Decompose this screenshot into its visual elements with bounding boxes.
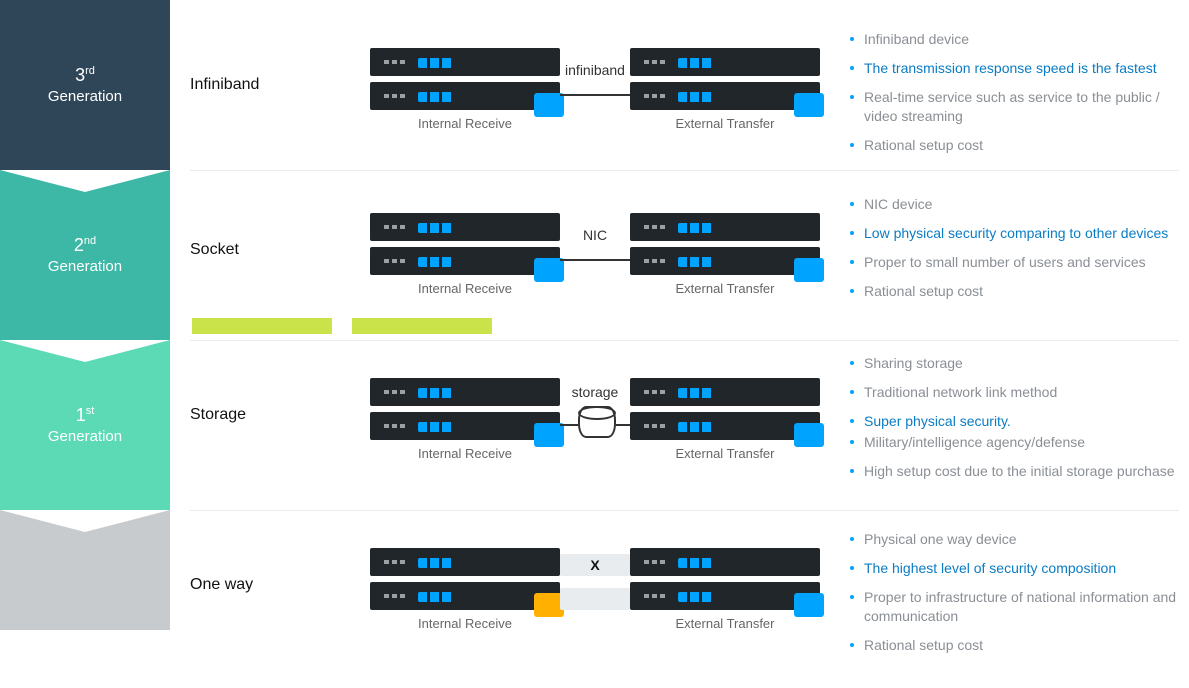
server-unit [370,548,560,576]
ord: st [86,405,95,417]
ribbon-gen2-num: 2nd [0,235,170,256]
bullet: High setup cost due to the initial stora… [850,462,1179,481]
ribbon-gen1-notch-up [0,340,170,362]
bullet: Traditional network link method [850,383,1179,402]
blocked-bottom [560,588,630,610]
caption-internal: Internal Receive [370,446,560,461]
server-unit [630,48,820,76]
bullet: The highest level of security compositio… [850,559,1179,578]
divider-2 [190,340,1179,341]
storage-icon [578,406,616,438]
caption-internal: Internal Receive [370,281,560,296]
tech-label: Storage [190,406,320,424]
caption-external: External Transfer [630,446,820,461]
row-socket: Socket Internal Receive NIC External Tra… [190,195,1179,335]
bullet: Rational setup cost [850,136,1179,155]
oneway-recv-icon [794,593,824,617]
row-storage: Storage Internal Receive storage Externa… [190,360,1179,500]
server-unit [630,213,820,241]
server-unit [370,82,560,110]
row-oneway: One way Internal Receive X External Tran… [190,530,1179,680]
link-wire [560,259,630,261]
ribbon-gen1-label: Generation [0,428,170,445]
caption-external: External Transfer [630,616,820,631]
bullet: Rational setup cost [850,636,1179,655]
bullets: Physical one way device The highest leve… [850,530,1179,664]
ribbon-gen2: 2nd Generation [0,170,170,340]
bullet: Physical one way device [850,530,1179,549]
divider-3 [190,510,1179,511]
server-unit [370,48,560,76]
server-left: Internal Receive [370,378,560,461]
ribbon-gray [0,510,170,630]
ribbon-gen2-notch-up [0,170,170,192]
server-unit [370,378,560,406]
server-right: External Transfer [630,213,820,296]
device-icon [794,93,824,117]
bullets: Sharing storage Traditional network link… [850,354,1179,490]
ord: nd [84,235,96,247]
caption-internal: Internal Receive [370,116,560,131]
n: 2 [74,235,84,255]
bullet: Infiniband device [850,30,1179,49]
tech-label: Infiniband [190,76,320,94]
server-unit [630,582,820,610]
server-unit [630,247,820,275]
server-left: Internal Receive [370,213,560,296]
ribbon-gen1-num: 1st [0,405,170,426]
infographic-root: 3rd Generation 2nd Generation 1st Genera… [0,0,1189,688]
bullet: Real-time service such as service to the… [850,88,1179,126]
ribbon-gen2-label: Generation [0,258,170,275]
bullet: Military/intelligence agency/defense [850,433,1179,452]
bullet: Proper to infrastructure of national inf… [850,588,1179,626]
row-infiniband: Infiniband Internal Receive infiniband E… [190,30,1179,170]
server-left: Internal Receive [370,548,560,631]
divider-1 [190,170,1179,171]
server-left: Internal Receive [370,48,560,131]
ribbon-gen1: 1st Generation [0,340,170,510]
server-right: External Transfer [630,48,820,131]
n: 1 [76,405,86,425]
device-icon [794,258,824,282]
blocked-top: X [560,554,630,576]
server-unit [630,378,820,406]
bullet: The transmission response speed is the f… [850,59,1179,78]
n: 3 [75,65,85,85]
caption-internal: Internal Receive [370,616,560,631]
server-unit [630,82,820,110]
bullet: Sharing storage [850,354,1179,373]
ribbon-gen3-label: Generation [0,88,170,105]
ribbon-gen3-num: 3rd [0,65,170,86]
caption-external: External Transfer [630,116,820,131]
bullet: NIC device [850,195,1179,214]
bullet: Low physical security comparing to other… [850,224,1179,243]
ord: rd [85,65,95,77]
server-right: External Transfer [630,378,820,461]
ribbon-gen3: 3rd Generation [0,0,170,170]
link-wire-l [560,424,578,426]
tech-label: Socket [190,241,320,259]
bullets: NIC device Low physical security compari… [850,195,1179,311]
bullets: Infiniband device The transmission respo… [850,30,1179,164]
device-icon [534,258,564,282]
server-right: External Transfer [630,548,820,631]
server-unit [370,412,560,440]
server-unit [370,582,560,610]
device-icon [794,423,824,447]
bullet: Proper to small number of users and serv… [850,253,1179,272]
link-wire-r [616,424,630,426]
server-unit [630,548,820,576]
caption-external: External Transfer [630,281,820,296]
server-unit [370,247,560,275]
tech-label: One way [190,576,320,594]
server-unit [370,213,560,241]
ribbon-gray-notch-up [0,510,170,532]
device-icon [534,423,564,447]
server-unit [630,412,820,440]
bullet: Rational setup cost [850,282,1179,301]
bullet: Super physical security. [850,412,1179,431]
link-wire [560,94,630,96]
device-icon [534,93,564,117]
